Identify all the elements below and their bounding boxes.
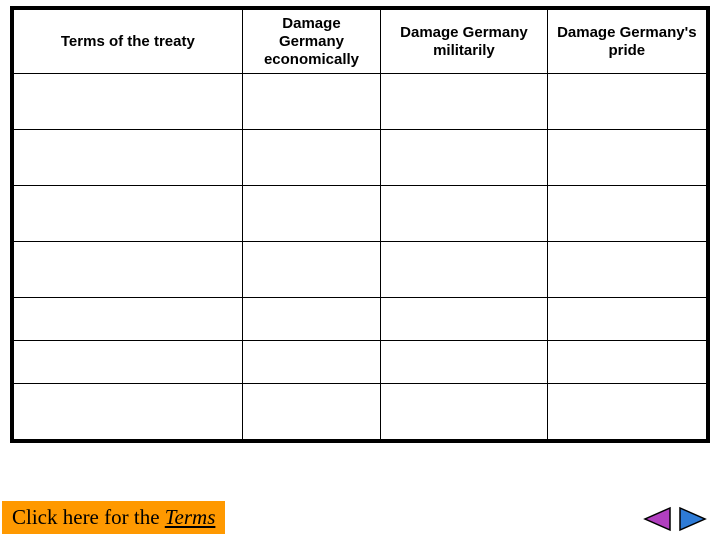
- triangle-left-icon: [642, 506, 672, 532]
- col-header-pride: Damage Germany's pride: [547, 10, 706, 74]
- col-header-military: Damage Germany militarily: [381, 10, 547, 74]
- cell: [381, 341, 547, 384]
- terms-link[interactable]: Click here for the Terms: [2, 501, 225, 534]
- triangle-right-icon: [678, 506, 708, 532]
- cell: [547, 74, 706, 130]
- cell: [381, 74, 547, 130]
- cell: [381, 186, 547, 242]
- table-row: [14, 74, 707, 130]
- terms-link-prefix: Click here for the: [12, 505, 165, 529]
- cell: [381, 384, 547, 440]
- table-row: [14, 130, 707, 186]
- table-row: [14, 186, 707, 242]
- cell: [381, 130, 547, 186]
- cell: [14, 384, 243, 440]
- cell: [242, 242, 381, 298]
- table-header-row: Terms of the treaty Damage Germany econo…: [14, 10, 707, 74]
- cell: [242, 384, 381, 440]
- cell: [547, 298, 706, 341]
- cell: [242, 186, 381, 242]
- table: Terms of the treaty Damage Germany econo…: [13, 9, 707, 440]
- cell: [14, 298, 243, 341]
- table-row: [14, 341, 707, 384]
- cell: [14, 186, 243, 242]
- treaty-table: Terms of the treaty Damage Germany econo…: [10, 6, 710, 443]
- cell: [14, 74, 243, 130]
- cell: [14, 341, 243, 384]
- cell: [14, 242, 243, 298]
- cell: [547, 384, 706, 440]
- table-body: [14, 74, 707, 440]
- cell: [242, 341, 381, 384]
- col-header-terms: Terms of the treaty: [14, 10, 243, 74]
- next-button[interactable]: [678, 506, 708, 532]
- cell: [547, 242, 706, 298]
- table-row: [14, 384, 707, 440]
- cell: [14, 130, 243, 186]
- cell: [242, 74, 381, 130]
- cell: [547, 130, 706, 186]
- table-row: [14, 242, 707, 298]
- cell: [547, 341, 706, 384]
- cell: [242, 298, 381, 341]
- table-row: [14, 298, 707, 341]
- terms-link-emphasis: Terms: [165, 505, 216, 529]
- nav-controls: [642, 506, 708, 532]
- col-header-economic: Damage Germany economically: [242, 10, 381, 74]
- cell: [242, 130, 381, 186]
- prev-button[interactable]: [642, 506, 672, 532]
- cell: [381, 242, 547, 298]
- cell: [381, 298, 547, 341]
- cell: [547, 186, 706, 242]
